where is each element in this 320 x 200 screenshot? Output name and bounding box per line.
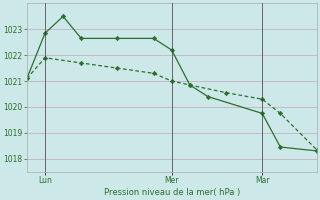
X-axis label: Pression niveau de la mer( hPa ): Pression niveau de la mer( hPa ) [104, 188, 240, 197]
